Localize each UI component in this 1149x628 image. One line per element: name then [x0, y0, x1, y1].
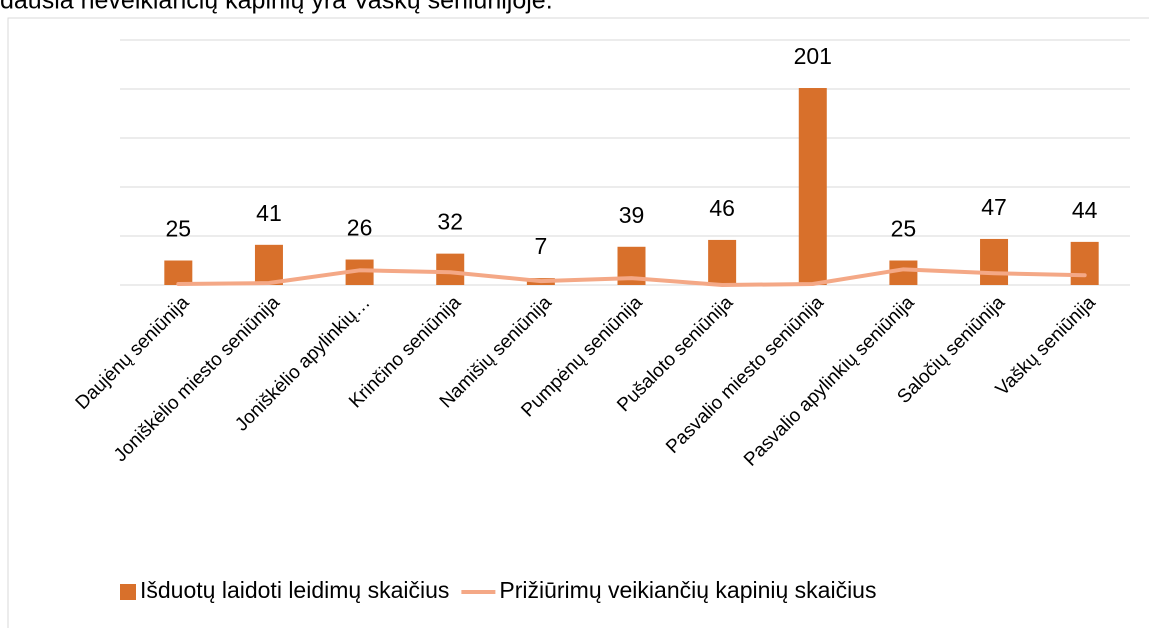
data-label: 7: [534, 233, 547, 259]
data-label: 44: [1072, 197, 1098, 223]
bar: [980, 238, 1009, 285]
bar: [254, 244, 283, 285]
data-label: 201: [794, 43, 832, 69]
bar: [1070, 241, 1099, 285]
legend: Išduotų laidoti leidimų skaičius Prižiūri…: [120, 577, 876, 603]
data-label: 32: [437, 209, 463, 235]
line: [176, 267, 1087, 287]
legend-label: Išduotų laidoti leidimų skaičius: [140, 577, 449, 603]
chart-frame: [7, 17, 1149, 628]
data-label: 46: [709, 195, 735, 221]
bar: [164, 260, 193, 285]
data-label: 25: [891, 216, 917, 242]
data-label: 41: [256, 200, 282, 226]
bar: [798, 88, 827, 286]
bar: [708, 239, 737, 285]
data-label: 25: [166, 216, 192, 242]
legend-label: Prižiūrimų veikiančių kapinių skaičius: [499, 577, 876, 603]
chart-title: dausia neveikiančių kapinių yra Vaškų se…: [0, 0, 553, 15]
data-label: 26: [347, 215, 373, 241]
data-label: 39: [619, 202, 645, 228]
legend-swatch: [120, 584, 136, 600]
bar: [436, 253, 465, 285]
data-label: 47: [981, 194, 1007, 220]
